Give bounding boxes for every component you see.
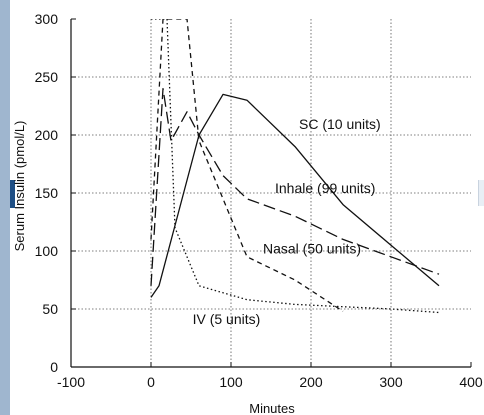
x-tick-label: 100: [219, 374, 243, 390]
x-tick-label: -100: [57, 374, 85, 390]
x-tick-label: 400: [459, 374, 483, 390]
x-tick-label: 300: [379, 374, 403, 390]
y-tick-label: 150: [35, 185, 59, 201]
y-tick-label: 250: [35, 69, 59, 85]
series-label-0: SC (10 units): [299, 116, 381, 132]
y-tick-label: 100: [35, 243, 59, 259]
y-tick-label: 200: [35, 127, 59, 143]
x-tick-label: 200: [299, 374, 323, 390]
series-line-2: [150, 19, 344, 312]
series-line-0: [150, 93, 440, 298]
left-panel-edge: [0, 0, 10, 415]
x-tick-label: 0: [147, 374, 155, 390]
series: [150, 19, 440, 314]
left-panel-tab[interactable]: [10, 180, 15, 208]
series-line-3: [151, 19, 440, 314]
right-panel-tab[interactable]: [478, 180, 484, 206]
grid: [71, 19, 471, 367]
y-tick-label: 300: [35, 11, 59, 27]
series-label-3: IV (5 units): [193, 311, 261, 327]
series-label-2: Nasal (50 units): [263, 240, 361, 256]
series-line-1: [150, 87, 440, 286]
y-tick-label: 0: [50, 359, 58, 375]
series-label-1: Inhale (99 units): [275, 180, 375, 196]
x-axis-title: Minutes: [249, 401, 295, 415]
y-tick-label: 50: [42, 301, 58, 317]
y-axis-title: Serum Insulin (pmol/L): [12, 121, 27, 252]
annotations: SC (10 units) Inhale (99 units) Nasal (50 …: [193, 116, 381, 327]
